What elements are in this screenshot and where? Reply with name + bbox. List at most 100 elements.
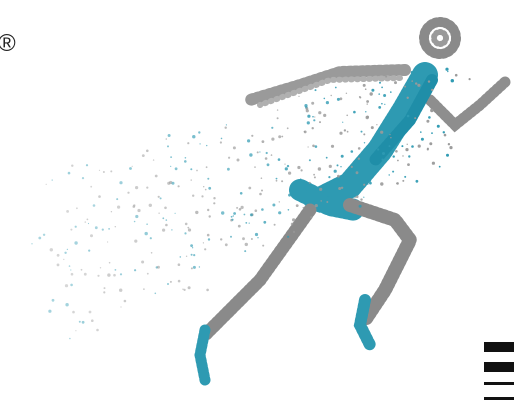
- particle: [383, 94, 386, 97]
- particle: [165, 224, 168, 227]
- particle: [278, 211, 281, 214]
- particle: [187, 142, 189, 144]
- particle: [395, 150, 398, 153]
- particle: [404, 110, 406, 112]
- particle: [120, 306, 121, 307]
- particle: [301, 169, 303, 171]
- particle: [353, 169, 356, 172]
- particle: [184, 160, 187, 163]
- particle: [437, 125, 440, 128]
- particle: [353, 111, 356, 114]
- particle: [276, 180, 278, 182]
- particle: [64, 252, 66, 254]
- particle: [38, 237, 41, 240]
- particle: [340, 166, 341, 167]
- particle: [208, 187, 211, 190]
- particle: [380, 182, 383, 185]
- head: [434, 32, 446, 44]
- particle: [318, 167, 321, 170]
- particle: [72, 311, 75, 314]
- particle: [157, 266, 160, 269]
- particle: [304, 131, 305, 132]
- particle: [370, 92, 373, 95]
- particle: [367, 155, 369, 157]
- particle: [192, 247, 193, 248]
- particle: [66, 210, 69, 213]
- particle: [193, 254, 195, 256]
- particle: [300, 178, 301, 179]
- particle: [85, 221, 87, 223]
- particle: [43, 234, 45, 236]
- particle: [404, 176, 406, 178]
- particle: [175, 167, 178, 170]
- particle: [320, 200, 322, 202]
- particle: [103, 291, 105, 293]
- particle: [199, 143, 200, 144]
- particle: [341, 187, 343, 189]
- particle: [185, 157, 187, 159]
- particle: [351, 166, 353, 168]
- particle: [373, 166, 374, 167]
- particle: [307, 115, 310, 118]
- particle: [443, 131, 445, 133]
- particle: [397, 160, 399, 162]
- particle: [208, 238, 210, 240]
- particle: [147, 273, 149, 275]
- particle: [331, 145, 334, 148]
- particle: [170, 281, 172, 283]
- particle: [134, 221, 136, 223]
- particle: [341, 155, 344, 158]
- particle: [233, 212, 236, 215]
- particle: [261, 177, 263, 179]
- particle: [70, 284, 73, 287]
- particle: [315, 89, 317, 91]
- particle: [178, 280, 181, 283]
- particle: [228, 157, 230, 159]
- particle: [231, 216, 233, 218]
- particle: [88, 223, 89, 224]
- particle: [213, 202, 215, 204]
- particle: [281, 180, 283, 182]
- particle: [171, 229, 172, 230]
- particle: [233, 215, 234, 216]
- particle: [319, 121, 321, 123]
- particle: [369, 180, 371, 182]
- particle: [71, 165, 73, 167]
- particle: [116, 198, 118, 200]
- particle: [389, 145, 391, 147]
- particle: [365, 111, 366, 112]
- particle: [418, 145, 421, 148]
- particle: [198, 131, 200, 133]
- particle: [303, 207, 305, 209]
- particle: [225, 127, 227, 129]
- particle: [237, 159, 240, 162]
- particle: [249, 153, 252, 156]
- particle: [141, 261, 144, 264]
- particle: [67, 249, 68, 250]
- particle: [178, 263, 181, 266]
- particle: [364, 142, 365, 143]
- particle: [206, 289, 209, 292]
- particle: [400, 116, 402, 118]
- particle: [361, 131, 363, 133]
- particle: [324, 98, 326, 100]
- particle: [167, 283, 169, 285]
- particle: [334, 170, 337, 173]
- particle: [382, 159, 384, 161]
- particle: [151, 252, 153, 254]
- particle: [444, 134, 447, 137]
- particle: [393, 155, 395, 157]
- particle: [285, 167, 288, 170]
- particle: [133, 205, 136, 208]
- particle: [293, 231, 295, 233]
- particle: [337, 98, 340, 101]
- particle: [242, 237, 245, 240]
- particle: [267, 163, 270, 166]
- particle: [90, 234, 93, 237]
- particle: [71, 273, 74, 276]
- menu-button[interactable]: [484, 342, 514, 402]
- particle: [439, 166, 441, 168]
- particle: [76, 207, 78, 209]
- particle: [312, 116, 314, 118]
- particle: [287, 236, 289, 238]
